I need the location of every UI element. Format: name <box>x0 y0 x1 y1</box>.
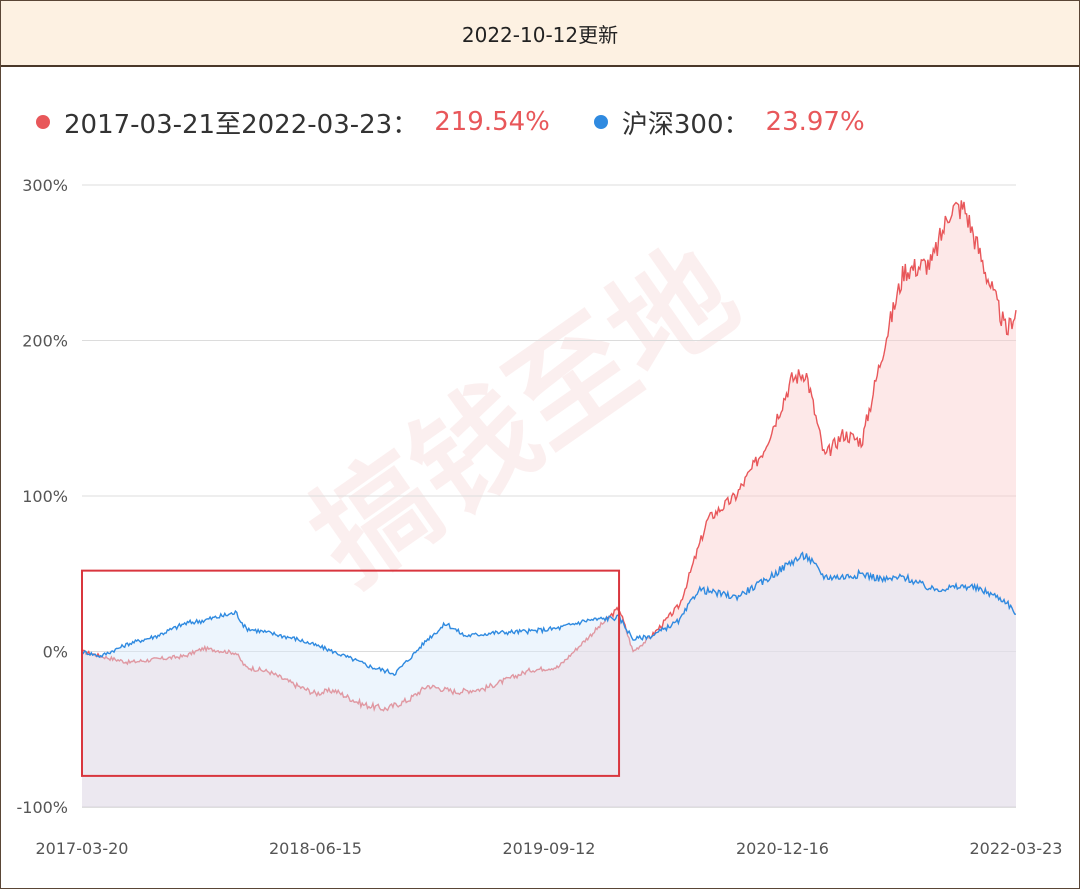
series-area-1 <box>82 552 1016 807</box>
legend-label-hs300: 沪深300： <box>621 109 750 140</box>
y-tick-label: 300% <box>22 176 68 195</box>
chart-legend: 2017-03-21至2022-03-23： 219.54% 沪深300： 23… <box>36 100 909 144</box>
x-tick-label: 2019-09-12 <box>503 839 596 858</box>
x-tick-label: 2022-03-23 <box>970 839 1063 858</box>
y-tick-label: 100% <box>22 487 68 506</box>
x-tick-label: 2017-03-20 <box>36 839 129 858</box>
legend-item-hs300[interactable]: 沪深300： 23.97% <box>593 104 865 141</box>
series-line-0 <box>81 200 1017 713</box>
x-tick-label: 2020-12-16 <box>736 839 829 858</box>
series-area-0 <box>82 200 1016 807</box>
x-tick-label: 2018-06-15 <box>269 839 362 858</box>
legend-value-hs300: 23.97% <box>765 107 865 137</box>
legend-dot-fund <box>36 115 50 129</box>
legend-item-fund[interactable]: 2017-03-21至2022-03-23： 219.54% <box>36 104 550 141</box>
y-tick-label: 200% <box>22 332 68 351</box>
series-line-1 <box>81 551 1017 677</box>
update-date-title: 2022-10-12更新 <box>461 22 619 47</box>
update-header: 2022-10-12更新 <box>1 1 1079 67</box>
highlight-box <box>81 569 621 777</box>
y-tick-label: 0% <box>43 643 68 662</box>
watermark-text: 搞钱至地 <box>288 222 761 611</box>
legend-value-fund: 219.54% <box>434 107 550 137</box>
legend-label-fund: 2017-03-21至2022-03-23： <box>64 109 419 140</box>
legend-dot-hs300 <box>593 115 608 129</box>
y-tick-label: -100% <box>16 798 68 817</box>
